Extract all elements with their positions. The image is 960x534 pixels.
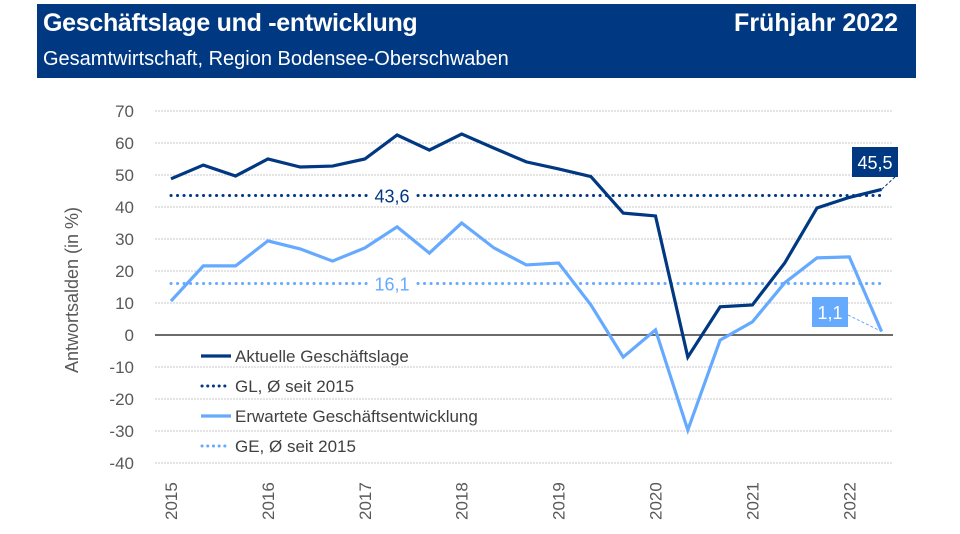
x-tick-label: 2017: [356, 482, 375, 520]
legend-label: Erwartete Geschäftsentwicklung: [235, 407, 478, 426]
legend-item: GE, Ø seit 2015: [200, 437, 356, 456]
end-label-leader: [881, 176, 896, 190]
y-tick-label: 20: [115, 262, 134, 281]
series-line: [170, 132, 882, 362]
end-labels: 45,5 1,1: [812, 147, 898, 332]
header-banner: Geschäftslage und -entwicklung Frühjahr …: [37, 4, 916, 78]
y-tick-label: 60: [115, 134, 134, 153]
x-tick-label: 2016: [259, 482, 278, 520]
legend-label: GE, Ø seit 2015: [235, 437, 356, 456]
y-tick-label: 50: [115, 166, 134, 185]
x-tick-label: 2022: [840, 482, 859, 520]
y-axis-ticks: 70 60 50 40 30 20 10 0 -10 -20 -30 -40: [109, 102, 134, 473]
y-tick-label: 40: [115, 198, 134, 217]
legend-label: GL, Ø seit 2015: [235, 377, 354, 396]
series-line: [169, 220, 884, 436]
y-tick-label: 10: [115, 294, 134, 313]
y-tick-label: 70: [115, 102, 134, 121]
x-tick-label: 2015: [162, 482, 181, 520]
x-tick-label: 2019: [550, 482, 569, 520]
legend-item: GL, Ø seit 2015: [200, 377, 354, 396]
x-axis-ticks: 2015 2016 2017 2018 2019 2020 2021 2022: [162, 482, 859, 520]
period-label: Frühjahr 2022: [734, 9, 898, 37]
average-lines: 43,6 16,1: [169, 186, 882, 294]
legend-label: Aktuelle Geschäftslage: [235, 347, 409, 366]
end-label-box: [852, 147, 898, 177]
y-tick-label: 30: [115, 230, 134, 249]
legend-item: Erwartete Geschäftsentwicklung: [201, 407, 478, 426]
legend-item: Aktuelle Geschäftslage: [201, 347, 409, 366]
end-value-label: 45,5: [857, 153, 892, 173]
x-tick-label: 2018: [453, 482, 472, 520]
chart-subtitle: Gesamtwirtschaft, Region Bodensee-Obersc…: [43, 48, 509, 70]
series-lines: [169, 132, 884, 436]
average-value-label: 16,1: [374, 274, 409, 294]
chart-title: Geschäftslage und -entwicklung: [43, 9, 418, 37]
y-tick-label: -40: [109, 454, 134, 473]
end-label-box: [812, 297, 848, 327]
x-tick-label: 2021: [743, 482, 762, 520]
y-tick-label: -10: [109, 358, 134, 377]
y-axis-label: Antwortsalden (in %): [62, 207, 82, 373]
end-value-label: 1,1: [817, 303, 842, 323]
legend: Aktuelle Geschäftslage GL, Ø seit 2015 Erw…: [200, 347, 478, 456]
y-tick-label: -20: [109, 390, 134, 409]
x-tick-label: 2020: [647, 482, 666, 520]
average-value-label: 43,6: [374, 186, 409, 206]
y-tick-label: 0: [125, 326, 134, 345]
end-label-leader: [847, 314, 882, 332]
y-tick-label: -30: [109, 422, 134, 441]
